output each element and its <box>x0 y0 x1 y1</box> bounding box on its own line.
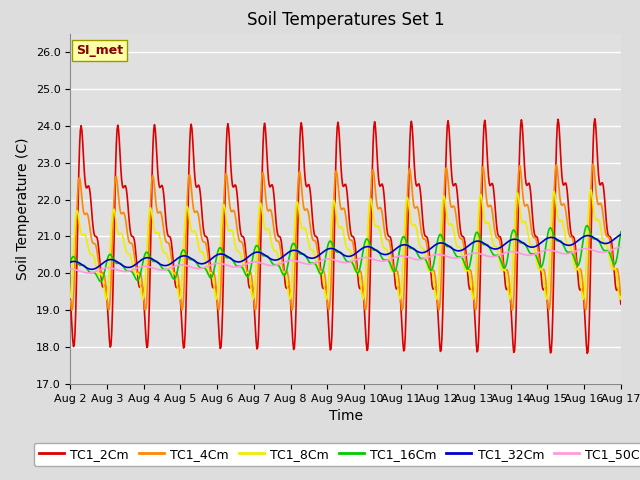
Text: SI_met: SI_met <box>76 44 123 57</box>
Legend: TC1_2Cm, TC1_4Cm, TC1_8Cm, TC1_16Cm, TC1_32Cm, TC1_50Cm: TC1_2Cm, TC1_4Cm, TC1_8Cm, TC1_16Cm, TC1… <box>34 443 640 466</box>
X-axis label: Time: Time <box>328 409 363 423</box>
Title: Soil Temperatures Set 1: Soil Temperatures Set 1 <box>247 11 444 29</box>
Y-axis label: Soil Temperature (C): Soil Temperature (C) <box>16 138 30 280</box>
